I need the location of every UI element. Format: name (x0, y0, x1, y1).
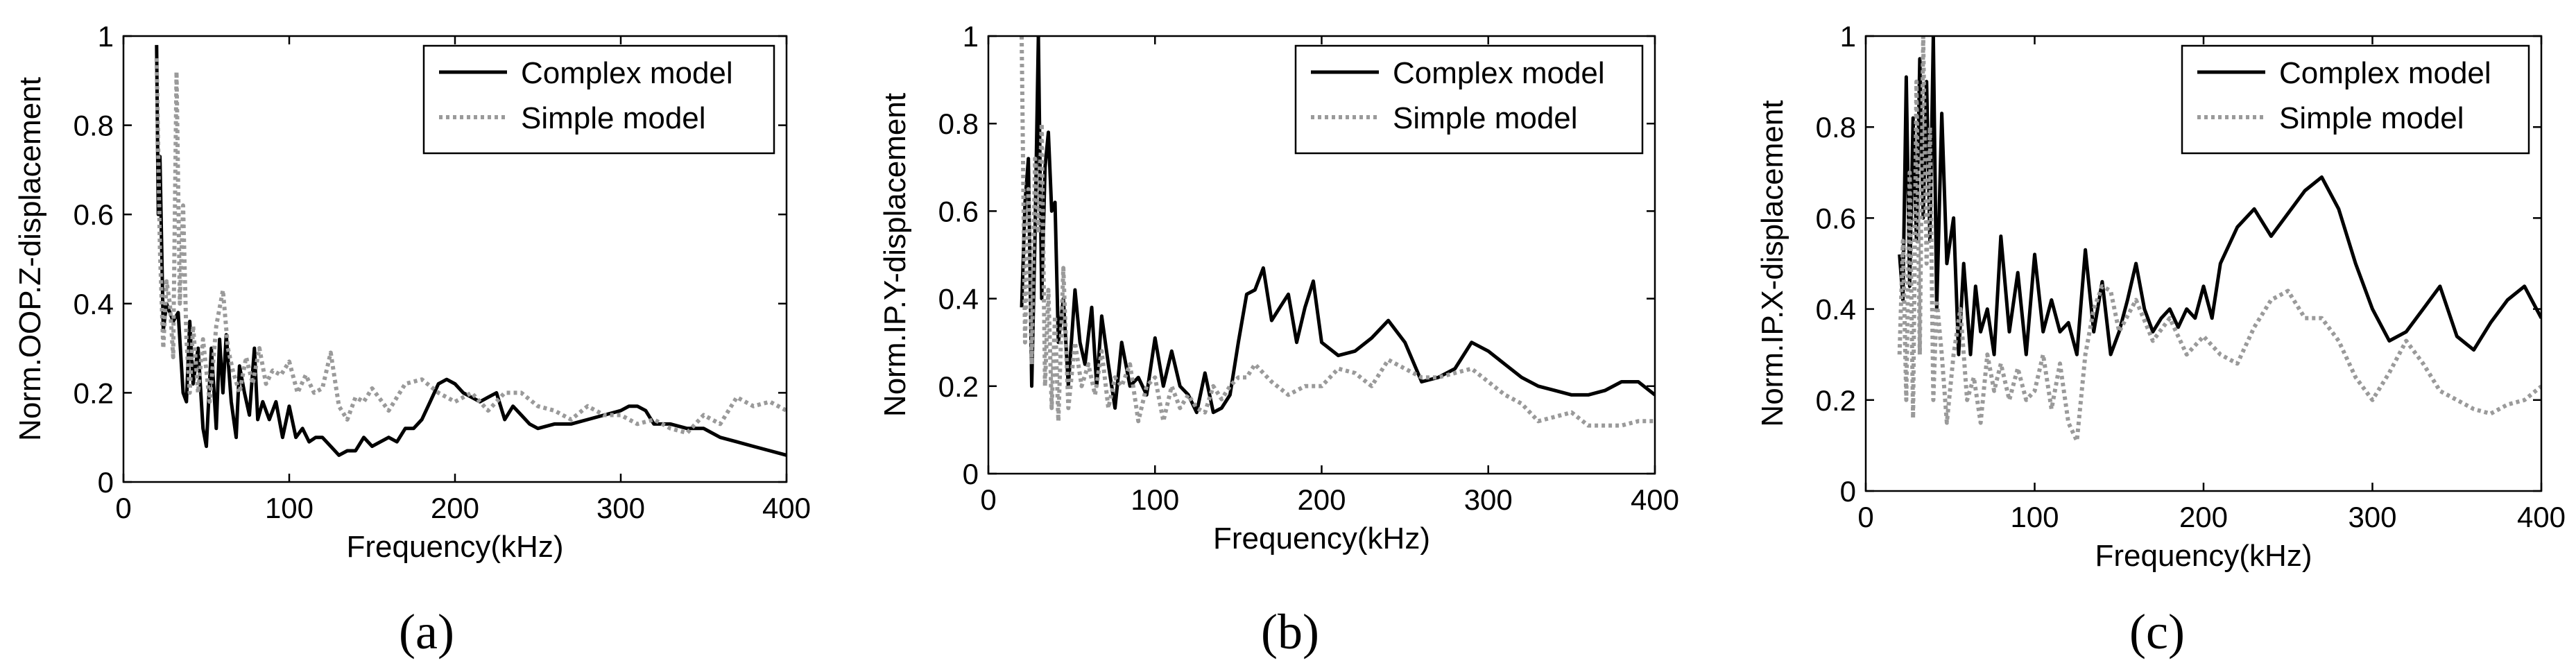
x-tick-label: 400 (762, 492, 811, 524)
series-line-complex-model (1020, 36, 1655, 415)
series-line-simple-model (1020, 36, 1655, 428)
y-tick-label: 0.8 (74, 110, 114, 142)
y-axis-label: Norm.IP.Y-displacement (878, 93, 912, 417)
x-tick-label: 400 (2517, 501, 2566, 533)
x-tick-label: 0 (980, 483, 996, 516)
x-tick-label: 100 (2010, 501, 2059, 533)
panel-a: 0 100 200 300 400 0 0.2 0.4 0.6 0.8 1 Frequency(kHz… (13, 20, 811, 564)
legend-label-complex-model: Complex model (1393, 56, 1605, 90)
y-tick-label: 0.2 (938, 370, 979, 403)
y-axis-label: Norm.OOP.Z-displacement (13, 77, 47, 441)
y-tick-label: 0.8 (938, 107, 979, 140)
legend-box (422, 44, 775, 155)
legend-box (2181, 44, 2530, 155)
legend-box (1294, 44, 1644, 155)
caption-c: (c) (2129, 604, 2185, 660)
panel-b: 0 100 200 300 400 0 0.2 0.4 0.6 0.8 1 Frequency(kHz… (878, 20, 1679, 555)
y-tick-label: 0.2 (74, 377, 114, 409)
x-axis-label: Frequency(kHz) (347, 530, 564, 564)
x-axis-label: Frequency(kHz) (1213, 522, 1430, 555)
y-tick-label: 0 (98, 466, 114, 499)
y-tick-label: 0 (1840, 475, 1856, 508)
panel-c: 0 100 200 300 400 0 0.2 0.4 0.6 0.8 1 Frequency(kHz… (1755, 20, 2566, 573)
x-tick-label: 100 (1131, 483, 1179, 516)
y-tick-label: 0.4 (74, 288, 114, 320)
y-tick-label: 0 (963, 458, 979, 490)
y-axis-label: Norm.IP.X-displacement (1755, 100, 1789, 427)
legend-label-simple-model: Simple model (521, 101, 706, 135)
legend-label-simple-model: Simple model (2279, 101, 2464, 135)
legend-label-complex-model: Complex model (521, 56, 733, 90)
y-tick-label: 0.6 (74, 198, 114, 231)
series-line-complex-model (1898, 36, 2541, 356)
x-tick-label: 400 (1631, 483, 1679, 516)
x-tick-label: 100 (265, 492, 314, 524)
legend-label-simple-model: Simple model (1393, 101, 1578, 135)
y-tick-label: 0.6 (1816, 202, 1856, 234)
y-tick-label: 1 (98, 20, 114, 53)
x-axis-label: Frequency(kHz) (2095, 539, 2312, 573)
legend-label-complex-model: Complex model (2279, 56, 2491, 90)
y-tick-label: 0.4 (938, 283, 979, 316)
x-tick-label: 300 (596, 492, 645, 524)
x-tick-label: 200 (1297, 483, 1346, 516)
y-tick-label: 1 (1840, 20, 1856, 53)
y-tick-label: 0.2 (1816, 384, 1856, 417)
x-tick-label: 0 (1857, 501, 1873, 533)
x-tick-label: 300 (2348, 501, 2396, 533)
series-line-simple-model (154, 58, 787, 436)
x-tick-label: 300 (1464, 483, 1513, 516)
caption-b: (b) (1261, 604, 1319, 660)
y-tick-label: 1 (963, 20, 979, 53)
series-line-simple-model (1897, 36, 2541, 443)
y-tick-label: 0.4 (1816, 293, 1856, 326)
y-tick-label: 0.8 (1816, 111, 1856, 144)
x-tick-label: 200 (431, 492, 479, 524)
caption-a: (a) (399, 604, 454, 660)
x-tick-label: 200 (2179, 501, 2228, 533)
x-tick-label: 0 (115, 492, 131, 524)
y-tick-label: 0.6 (938, 195, 979, 227)
